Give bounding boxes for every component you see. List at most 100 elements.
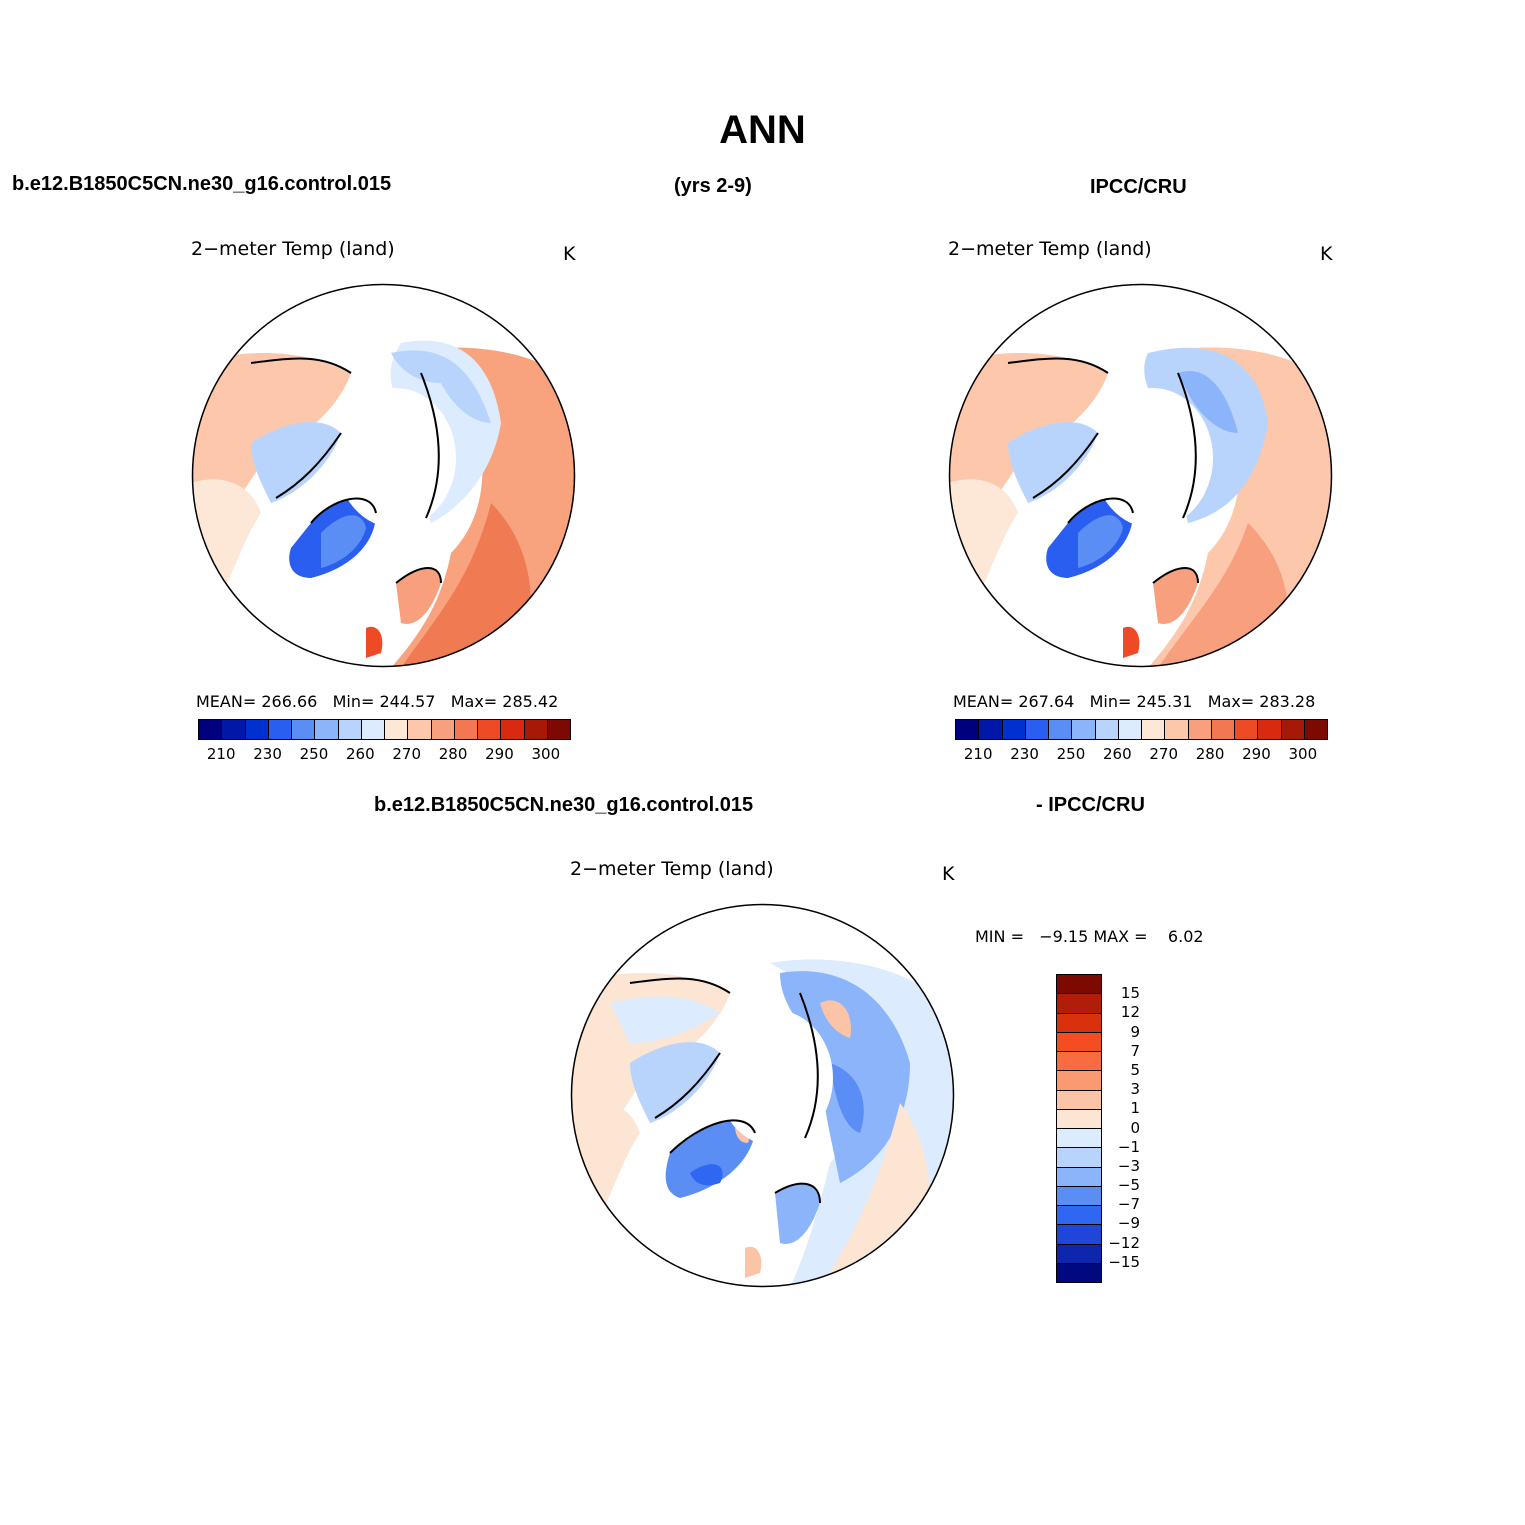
panel1-colorbar-tick-label: 250 — [299, 745, 329, 763]
diff-colorbar-swatch — [1057, 1148, 1101, 1168]
panel2-colorbar-tick-label: 230 — [1010, 745, 1039, 763]
diff-colorbar-swatch — [1057, 1206, 1101, 1226]
diff-colorbar-tick-label: −1 — [1117, 1137, 1140, 1156]
panel1-colorbar-swatch — [222, 720, 246, 739]
diff-colorbar-swatch — [1057, 994, 1101, 1014]
panel2-mean-value: 267.64 — [1018, 692, 1075, 711]
panel1-stats: MEAN= 266.66 Min= 244.57 Max= 285.42 — [196, 692, 559, 711]
panel2-colorbar — [955, 719, 1328, 740]
panel1-colorbar-swatch — [199, 720, 223, 739]
panel2-colorbar-tick-label: 270 — [1149, 745, 1178, 763]
diff-colorbar-swatch — [1057, 1071, 1101, 1091]
panel2-colorbar-tick-label: 260 — [1102, 745, 1132, 763]
diff-colorbar-swatch — [1057, 975, 1101, 995]
panel3-max-value: 6.02 — [1167, 927, 1204, 946]
panel1-colorbar-swatch — [361, 720, 385, 739]
panel2-colorbar-swatch — [1235, 720, 1259, 739]
diff-colorbar-tick-label: −3 — [1117, 1156, 1140, 1175]
diff-colorbar — [1056, 974, 1102, 1283]
panel2-colorbar-swatch — [1095, 720, 1119, 739]
diff-colorbar-tick-label: −7 — [1117, 1195, 1140, 1214]
panel2-units: K — [1320, 243, 1333, 265]
years-header: (yrs 2-9) — [674, 175, 752, 197]
panel1-colorbar-tick-label: 290 — [485, 745, 514, 763]
panel2-colorbar-swatch — [1118, 720, 1142, 739]
diff-colorbar-tick-label: 9 — [1130, 1022, 1140, 1041]
panel1-polar-map — [191, 283, 576, 668]
panel2-colorbar-swatch — [956, 720, 980, 739]
panel2-min-value: 245.31 — [1136, 692, 1193, 711]
diff-colorbar-tick-label: 15 — [1120, 984, 1140, 1003]
panel2-colorbar-swatch — [1165, 720, 1189, 739]
diff-colorbar-swatch — [1057, 1109, 1101, 1129]
panel2-max-value: 283.28 — [1259, 692, 1316, 711]
panel1-colorbar-tick-label: 300 — [531, 745, 561, 763]
panel1-colorbar-swatch — [245, 720, 269, 739]
panel2-colorbar-swatch — [1002, 720, 1026, 739]
panel1-colorbar-swatch — [431, 720, 455, 739]
diff-colorbar-tick-label: 7 — [1130, 1041, 1140, 1060]
diff-colorbar-tick-label: 12 — [1120, 1003, 1140, 1022]
figure-title: ANN — [719, 108, 806, 152]
panel1-colorbar-swatch — [338, 720, 362, 739]
panel1-colorbar-swatch — [292, 720, 316, 739]
diff-colorbar-tick-label: 3 — [1130, 1080, 1140, 1099]
panel2-title: 2−meter Temp (land) — [948, 238, 1152, 260]
panel2-polar-map — [948, 283, 1333, 668]
diff-colorbar-swatch — [1057, 1186, 1101, 1206]
panel2-colorbar-tick-label: 250 — [1056, 745, 1086, 763]
panel3-units: K — [942, 863, 955, 885]
panel1-colorbar-swatch — [268, 720, 292, 739]
panel2-colorbar-swatch — [1211, 720, 1235, 739]
diff-obs-header: - IPCC/CRU — [1036, 794, 1145, 816]
panel2-colorbar-tick-label: 290 — [1242, 745, 1271, 763]
diff-colorbar-tick-label: 1 — [1130, 1099, 1140, 1118]
diff-colorbar-swatch — [1057, 1032, 1101, 1052]
panel1-colorbar-tick-label: 280 — [438, 745, 468, 763]
panel2-colorbar-swatch — [1072, 720, 1096, 739]
diff-colorbar-tick-label: 5 — [1130, 1060, 1140, 1079]
diff-colorbar-swatch — [1057, 1052, 1101, 1072]
diff-colorbar-tick-label: −15 — [1108, 1252, 1140, 1271]
panel1-units: K — [563, 243, 576, 265]
panel2-colorbar-tick-label: 280 — [1195, 745, 1225, 763]
panel1-colorbar-swatch — [547, 720, 570, 739]
panel3-stats: MIN = −9.15 MAX = 6.02 — [975, 927, 1204, 946]
panel1-colorbar-tick-label: 270 — [392, 745, 421, 763]
panel2-colorbar-swatch — [1258, 720, 1282, 739]
diff-colorbar-swatch — [1057, 1244, 1101, 1264]
panel2-stats: MEAN= 267.64 Min= 245.31 Max= 283.28 — [953, 692, 1316, 711]
diff-case-header: b.e12.B1850C5CN.ne30_g16.control.015 — [374, 794, 754, 816]
panel1-max-value: 285.42 — [502, 692, 559, 711]
panel2-colorbar-swatch — [1281, 720, 1305, 739]
panel1-colorbar-tick-label: 210 — [206, 745, 236, 763]
panel2-colorbar-swatch — [1049, 720, 1073, 739]
obs-header: IPCC/CRU — [1090, 176, 1187, 198]
diff-colorbar-swatch — [1057, 1013, 1101, 1033]
panel1-title: 2−meter Temp (land) — [191, 238, 395, 260]
diff-colorbar-swatch — [1057, 1167, 1101, 1187]
panel1-colorbar-swatch — [501, 720, 525, 739]
panel3-min-value: −9.15 — [1039, 927, 1089, 946]
panel1-min-value: 244.57 — [379, 692, 436, 711]
panel2-colorbar-swatch — [1304, 720, 1327, 739]
panel1-colorbar-swatch — [408, 720, 432, 739]
diff-colorbar-swatch — [1057, 1129, 1101, 1149]
diff-colorbar-swatch — [1057, 1263, 1101, 1282]
panel1-mean-value: 266.66 — [261, 692, 318, 711]
panel2-colorbar-swatch — [1025, 720, 1049, 739]
diff-colorbar-tick-label: −5 — [1117, 1176, 1140, 1195]
panel2-colorbar-swatch — [1188, 720, 1212, 739]
diff-colorbar-tick-label: −9 — [1117, 1214, 1140, 1233]
panel1-colorbar-swatch — [315, 720, 339, 739]
panel1-colorbar-swatch — [524, 720, 548, 739]
diff-colorbar-tick-label: −12 — [1108, 1233, 1140, 1252]
diff-colorbar-tick-label: 0 — [1130, 1118, 1140, 1137]
panel3-difference-map — [570, 903, 955, 1288]
panel3-title: 2−meter Temp (land) — [570, 858, 774, 880]
panel2-colorbar-tick-label: 210 — [963, 745, 993, 763]
panel2-colorbar-swatch — [1142, 720, 1166, 739]
panel2-colorbar-tick-label: 300 — [1288, 745, 1318, 763]
panel1-colorbar-swatch — [454, 720, 478, 739]
panel1-colorbar — [198, 719, 571, 740]
